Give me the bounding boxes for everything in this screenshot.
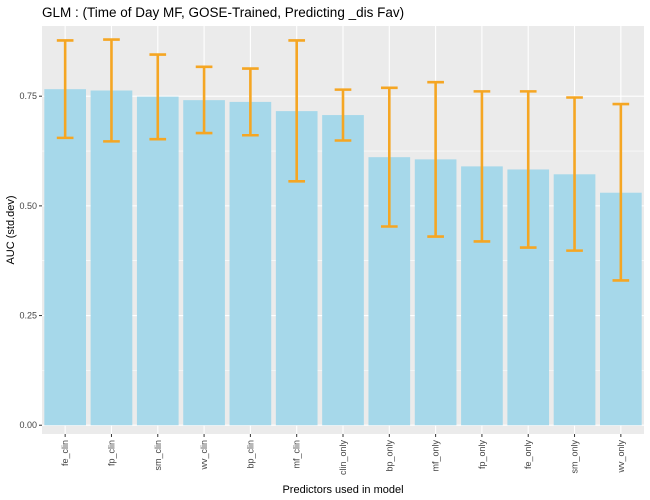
chart-title: GLM : (Time of Day MF, GOSE-Trained, Pre…: [42, 5, 404, 20]
bar-wv_clin: [183, 100, 225, 426]
x-tick-label-mf_only: mf_only: [431, 440, 441, 472]
bar-fe_clin: [44, 89, 86, 426]
x-tick-label-fp_clin: fp_clin: [106, 440, 116, 466]
y-tick-label: 0.00: [19, 420, 37, 430]
x-tick-label-sm_only: sm_only: [570, 440, 580, 474]
bar-clin_only: [322, 115, 364, 426]
y-tick-label: 0.25: [19, 311, 37, 321]
error-bar-mf_only: [427, 80, 444, 238]
x-axis: fe_clin fp_clin sm_clin wv_clin bp_clin mf_cl…: [60, 434, 626, 475]
x-tick-label-bp_clin: bp_clin: [245, 440, 255, 469]
bar-fp_clin: [90, 90, 133, 426]
x-tick-label-wv_only: wv_only: [616, 440, 626, 474]
x-tick-label-fe_clin: fe_clin: [60, 440, 70, 466]
x-tick-label-mf_clin: mf_clin: [292, 440, 302, 469]
error-bar-wv_only: [612, 102, 630, 282]
error-bar-sm_clin: [149, 53, 167, 141]
y-tick-label: 0.50: [19, 201, 37, 211]
x-tick-label-fe_only: fe_only: [523, 440, 533, 470]
bar-bp_clin: [229, 101, 272, 426]
error-bar-sm_only: [566, 96, 583, 252]
error-bar-clin_only: [334, 88, 352, 142]
x-tick-label-sm_clin: sm_clin: [153, 440, 163, 471]
error-bars: [56, 38, 630, 282]
x-tick-label-clin_only: clin_only: [338, 440, 348, 476]
error-bar-mf_clin: [288, 39, 306, 183]
error-bar-bp_clin: [242, 67, 259, 137]
error-bar-wv_clin: [195, 65, 213, 135]
y-tick-label: 0.75: [19, 91, 37, 101]
error-bar-fp_only: [473, 90, 491, 243]
x-tick-label-wv_clin: wv_clin: [199, 440, 209, 471]
error-bar-bp_only: [380, 86, 398, 228]
x-tick-label-fp_only: fp_only: [477, 440, 487, 470]
error-bar-fe_only: [519, 90, 537, 249]
x-axis-label: Predictors used in model: [282, 484, 403, 496]
bar-sm_clin: [136, 96, 179, 426]
x-tick-label-bp_only: bp_only: [384, 440, 394, 472]
error-bar-fe_clin: [56, 39, 74, 140]
error-bar-fp_clin: [103, 38, 120, 143]
y-axis: 0.00 0.25 0.50 0.75: [19, 91, 42, 430]
y-axis-label: AUC (std.dev): [5, 195, 17, 264]
